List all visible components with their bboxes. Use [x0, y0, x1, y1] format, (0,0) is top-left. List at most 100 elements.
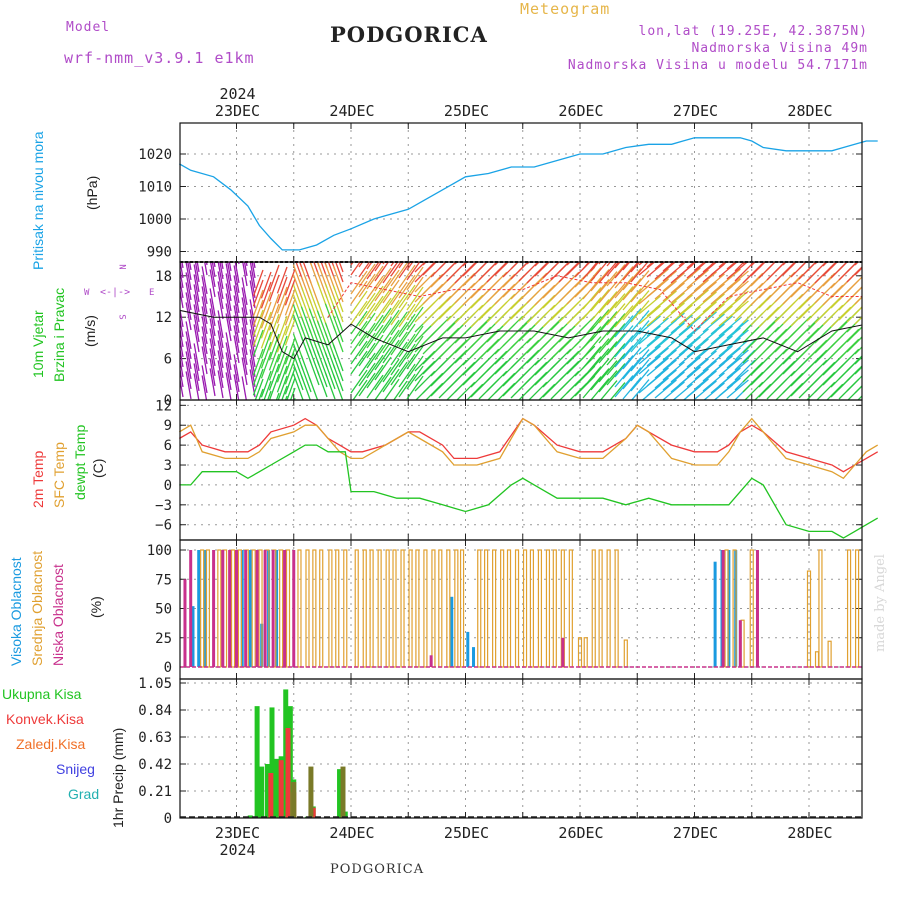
cloud-mid-bar [343, 549, 348, 668]
wind-barb [233, 295, 240, 324]
wind-barb [332, 305, 344, 333]
wind-barb [694, 350, 717, 370]
wind-barb [662, 272, 685, 292]
wind-barb [806, 349, 828, 371]
wind-barb [284, 308, 296, 336]
wind-barb [654, 290, 677, 310]
wind-barb [398, 313, 416, 338]
wind-barb [358, 302, 376, 327]
wind-barb [324, 263, 336, 291]
wind-barb [221, 262, 224, 270]
wind-barb [750, 262, 756, 267]
wind-barb [782, 283, 804, 305]
wind-barb [209, 318, 216, 347]
wind-barb [670, 284, 693, 304]
wind-barb [332, 344, 344, 372]
wind-barb [686, 262, 708, 279]
wind-barb [188, 262, 192, 271]
wind-barb [241, 287, 248, 316]
wind-barb [308, 318, 320, 346]
wind-barb [662, 292, 685, 312]
wind-barb [284, 318, 296, 346]
wind-barb [390, 262, 402, 277]
wind-barb [502, 262, 509, 268]
wind-barb [228, 262, 232, 272]
y-tick-label: 1020 [138, 147, 172, 163]
wind-barb [209, 368, 216, 397]
wind-barb [646, 357, 669, 377]
cloud-mid-bar [591, 549, 596, 668]
wind-barb [390, 311, 408, 336]
precip-freezing-bar [308, 766, 314, 818]
wind-barb [324, 262, 328, 269]
wind-barb [201, 375, 208, 400]
cloud-high-bar [248, 550, 252, 667]
wind-barb [316, 262, 328, 289]
wind-barb [630, 290, 650, 313]
wind-barb [630, 359, 650, 382]
wind-barb [814, 282, 836, 304]
wind-barb [534, 304, 556, 326]
meteogram-label: Meteogram [520, 0, 611, 18]
wind-barb [550, 328, 572, 350]
precip-total-bar [259, 766, 265, 818]
precip-legend-hail: Grad [68, 786, 100, 802]
wind-barb [260, 311, 272, 339]
wind-barb [622, 298, 642, 321]
wind-barb [438, 337, 460, 359]
wind-barb [185, 272, 192, 301]
wind-barb [534, 294, 556, 316]
wind-barb [702, 273, 725, 293]
wind-barb [598, 311, 618, 334]
wind-barb [710, 335, 733, 355]
wind-barb [750, 304, 772, 326]
wind-barb [276, 276, 288, 304]
wind-barb [582, 297, 602, 320]
cloud-low-bar [755, 550, 759, 667]
wind-barb [406, 286, 424, 311]
wind-barb [590, 338, 610, 361]
y-tick-label: 6 [164, 438, 172, 454]
wind-barb [510, 327, 532, 349]
wind-barb [694, 291, 717, 311]
wind-barb [806, 339, 828, 361]
wind-barb [281, 385, 288, 400]
wind-gust-line [327, 275, 862, 332]
wind-barb [382, 262, 399, 284]
wind-barb [414, 370, 436, 392]
wind-barb [526, 361, 548, 383]
wind-barb [332, 275, 344, 303]
wind-barb [406, 375, 424, 400]
wind-barb [702, 293, 725, 313]
wind-barb [398, 363, 416, 388]
wind-barb [662, 262, 685, 282]
wind-barb [606, 283, 626, 306]
wind-barb [670, 294, 693, 314]
wind-barb [268, 343, 280, 371]
wind-barb [734, 262, 755, 282]
wind-barb [766, 328, 788, 350]
lonlat-label: lon,lat (19.25E, 42.3875N) [638, 24, 868, 39]
wind-barb [710, 345, 733, 365]
wind-barb [590, 269, 610, 292]
wind-barb [734, 262, 745, 272]
wind-barb [742, 361, 764, 383]
wind-barb [606, 343, 626, 366]
wind-barb [438, 317, 460, 339]
wind-barb [350, 350, 368, 375]
wind-barb [638, 315, 661, 335]
wind-barb [646, 262, 654, 268]
wind-barb [209, 298, 216, 327]
wind-barb [654, 379, 677, 399]
wind-barb [582, 376, 602, 399]
wind-barb [662, 282, 685, 302]
wind-barb [598, 262, 618, 284]
wind-barb [606, 323, 626, 346]
wind-barb [217, 271, 224, 300]
cloud-mid-bar [492, 549, 497, 668]
cloud-mid-bar [285, 549, 291, 668]
y-tick-label: 25 [155, 631, 172, 647]
wind-barb [292, 373, 304, 400]
date-label-bottom: 24DEC [329, 824, 374, 842]
wind-barb [854, 366, 862, 375]
